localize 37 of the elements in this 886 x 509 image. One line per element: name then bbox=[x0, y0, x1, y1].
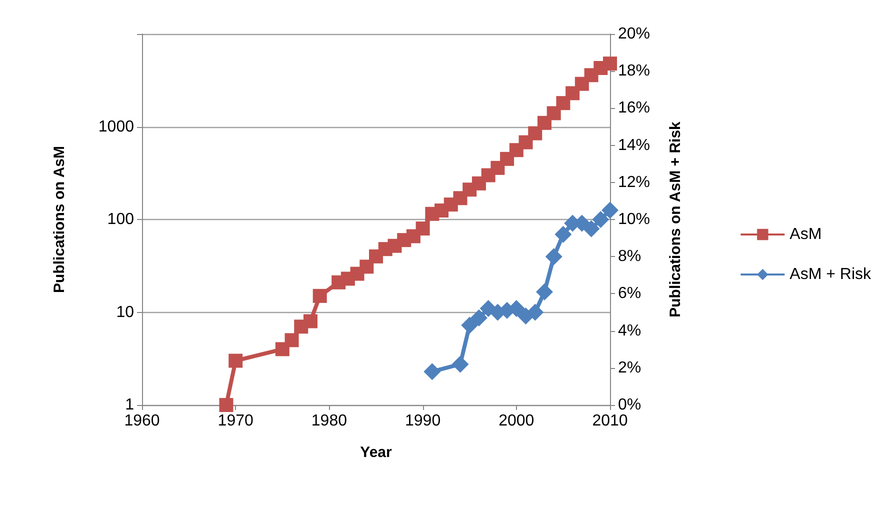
point bbox=[312, 288, 327, 303]
y2-tick-label: 2% bbox=[618, 359, 642, 376]
y2-axis-title: Publications on AsM + Risk bbox=[667, 120, 684, 318]
point bbox=[416, 221, 430, 236]
x-tick-label: 1960 bbox=[124, 412, 160, 430]
x-tick-label: 2000 bbox=[498, 412, 534, 430]
x-tick-label: 1980 bbox=[311, 412, 348, 430]
y2-tick-label: 4% bbox=[618, 322, 642, 340]
point bbox=[284, 333, 299, 348]
y2-tick-label: 10% bbox=[618, 211, 650, 228]
point bbox=[219, 398, 234, 412]
point bbox=[528, 126, 542, 140]
x-axis-title: Year bbox=[360, 444, 392, 461]
x-tick-label: 1990 bbox=[405, 412, 441, 430]
y2-tick-label: 12% bbox=[618, 174, 650, 191]
point bbox=[303, 314, 318, 328]
y2-tick-label: 0% bbox=[618, 396, 642, 414]
y-tick-label: 10 bbox=[116, 304, 134, 321]
point bbox=[556, 96, 570, 110]
point bbox=[603, 56, 617, 71]
legend-label: AsM bbox=[790, 226, 822, 243]
point bbox=[537, 116, 552, 130]
x-tick-label: 1970 bbox=[218, 412, 254, 430]
y2-tick-label: 18% bbox=[618, 62, 650, 80]
y2-tick-label: 14% bbox=[618, 136, 650, 154]
y-tick-label: 100 bbox=[107, 211, 134, 228]
y-tick-label: 1000 bbox=[98, 118, 134, 136]
y2-tick-label: 16% bbox=[618, 100, 650, 117]
point bbox=[228, 354, 243, 368]
y2-tick-label: 8% bbox=[618, 248, 642, 266]
y2-tick-label: 20% bbox=[618, 26, 650, 42]
point bbox=[360, 260, 374, 274]
y2-tick-label: 6% bbox=[618, 285, 642, 302]
x-tick-label: 2010 bbox=[592, 412, 628, 430]
y-tick-label: 1 bbox=[125, 396, 134, 414]
legend-label: AsM + Risk bbox=[790, 266, 872, 283]
y-axis-title: Publications on AsM bbox=[51, 146, 68, 293]
